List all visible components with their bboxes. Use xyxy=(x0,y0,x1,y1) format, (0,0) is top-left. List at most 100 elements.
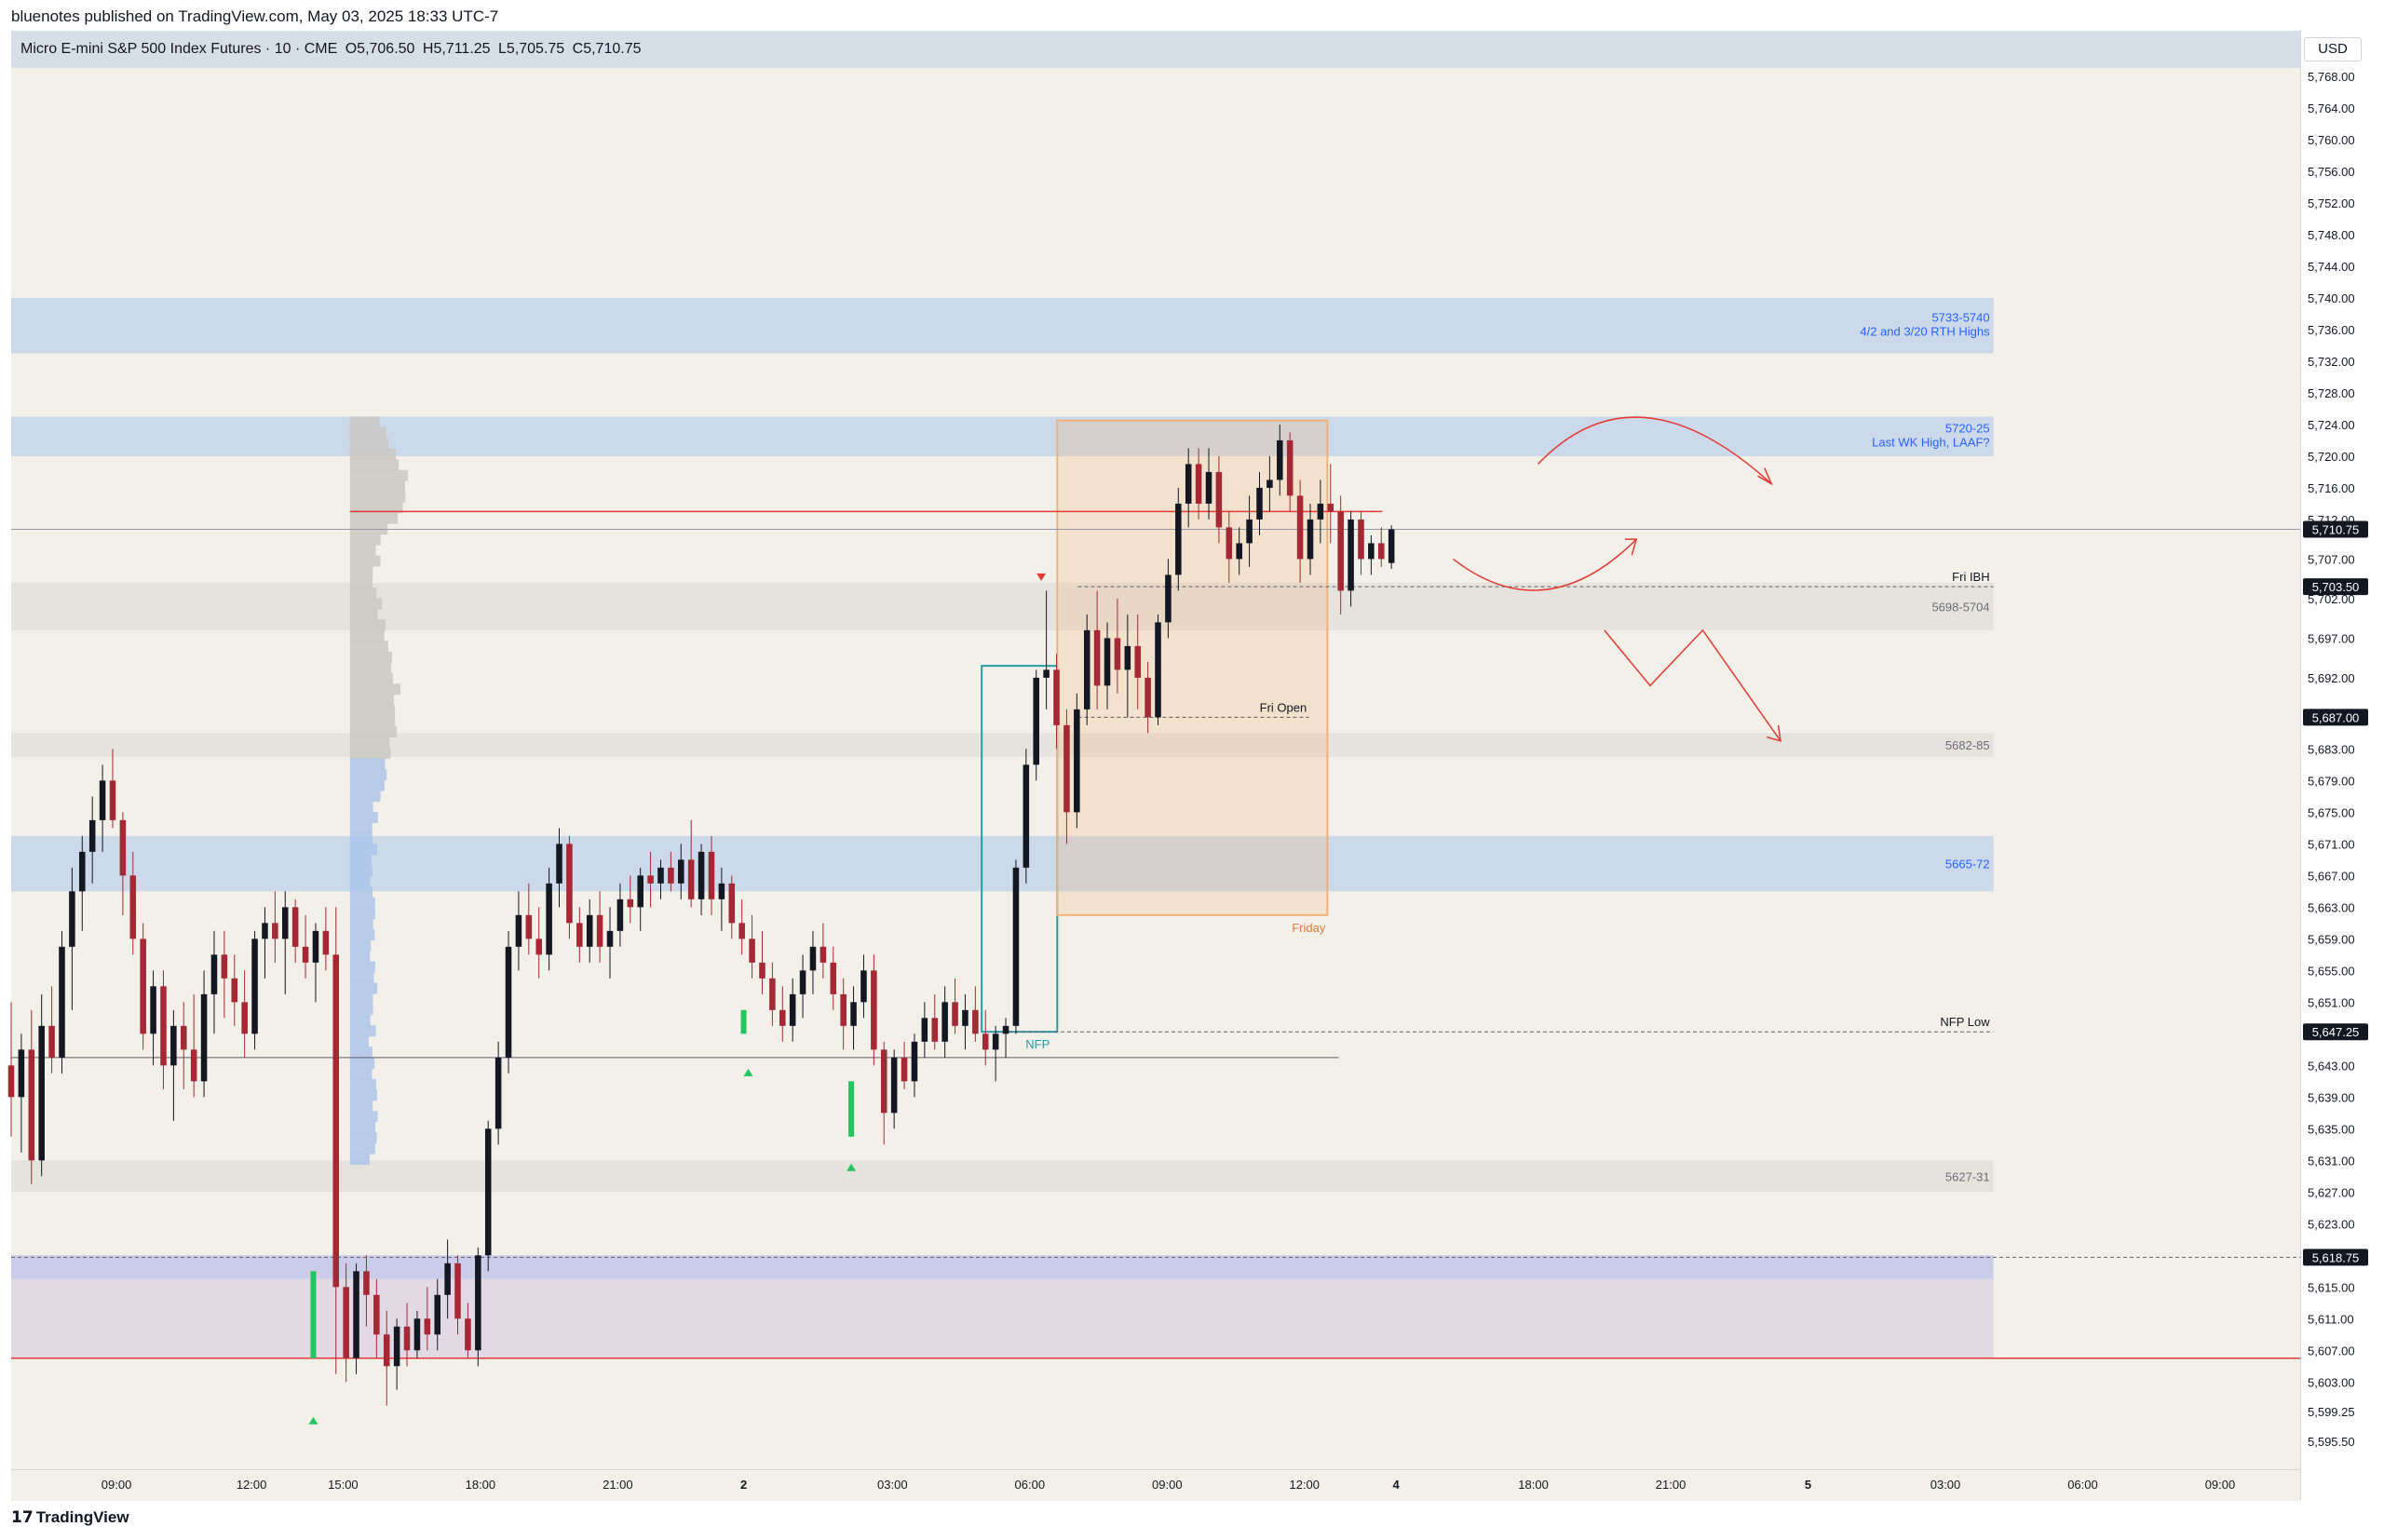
price-badge-label-4: 5,618.75 xyxy=(2312,1250,2360,1264)
down-triangle-icon xyxy=(1036,574,1046,581)
price-tick-label: 5,760.00 xyxy=(2308,133,2355,147)
candle-body xyxy=(850,1002,857,1025)
zone-3 xyxy=(11,733,1994,756)
volume-profile-bar xyxy=(350,577,372,588)
candle-body xyxy=(425,1318,431,1334)
candle-80 xyxy=(820,923,827,978)
up-triangle-icon-0 xyxy=(308,1417,318,1425)
zone-4 xyxy=(11,836,1994,891)
candle-body xyxy=(1053,669,1060,724)
candle-51 xyxy=(526,884,533,954)
price-tick-label: 5,707.00 xyxy=(2308,552,2355,566)
volume-profile-bar xyxy=(350,652,392,663)
candle-body xyxy=(303,947,309,963)
volume-profile-bar xyxy=(350,705,395,716)
candle-body xyxy=(1084,630,1090,709)
candle-71 xyxy=(729,875,736,939)
projection-zigzag-down xyxy=(1605,630,1781,741)
volume-profile-bar xyxy=(350,609,378,620)
volume-profile-bar xyxy=(350,619,386,630)
candle-0 xyxy=(8,1002,15,1136)
candle-body xyxy=(566,844,573,923)
candle-90 xyxy=(922,1002,928,1057)
price-tick-label: 5,627.00 xyxy=(2308,1185,2355,1199)
candle-body xyxy=(607,931,614,947)
price-tick-label: 5,631.00 xyxy=(2308,1154,2355,1168)
volume-profile-bar xyxy=(350,695,394,706)
candle-body xyxy=(1226,527,1233,559)
volume-profile-bar xyxy=(350,416,380,427)
projection-arc-mid xyxy=(1454,539,1637,590)
volume-profile-bar xyxy=(350,545,376,556)
price-tick-label: 5,744.00 xyxy=(2308,260,2355,274)
candle-body xyxy=(69,891,75,946)
volume-profile-bar xyxy=(350,492,406,503)
candle-body xyxy=(1115,638,1121,669)
level-label-0: Fri IBH xyxy=(1952,570,1989,584)
time-tick-label: 12:00 xyxy=(1289,1478,1320,1492)
price-badge-label-1: 5,703.50 xyxy=(2312,580,2360,594)
volume-profile-bar xyxy=(350,1004,373,1015)
price-tick-label: 5,692.00 xyxy=(2308,671,2355,685)
candle-body xyxy=(931,1018,938,1041)
candle-body xyxy=(1003,1026,1009,1033)
price-tick-label: 5,728.00 xyxy=(2308,386,2355,400)
price-tick-label: 5,768.00 xyxy=(2308,70,2355,84)
price-tick-label: 5,697.00 xyxy=(2308,631,2355,645)
candle-body xyxy=(546,884,552,954)
candle-91 xyxy=(931,994,938,1049)
candle-72 xyxy=(738,899,745,954)
tradingview-footer[interactable]: 𝟭𝟳 TradingView xyxy=(11,1508,129,1527)
price-tick-label: 5,671.00 xyxy=(2308,837,2355,851)
candle-body xyxy=(373,1295,380,1334)
candle-body xyxy=(516,915,522,947)
volume-profile-bar xyxy=(350,801,373,812)
candle-body xyxy=(719,884,725,899)
candle-92 xyxy=(941,986,948,1057)
price-tick-label: 5,655.00 xyxy=(2308,964,2355,978)
volume-profile-bar xyxy=(350,513,398,524)
up-triangle-icon-1 xyxy=(743,1069,752,1076)
candle-body xyxy=(140,939,146,1033)
volume-profile-bar xyxy=(350,983,377,994)
price-tick-label: 5,667.00 xyxy=(2308,869,2355,883)
price-tick-label: 5,611.00 xyxy=(2308,1312,2354,1326)
candle-77 xyxy=(790,979,796,1042)
candle-body xyxy=(150,986,156,1033)
price-badge-label-0: 5,710.75 xyxy=(2312,523,2360,537)
candle-body xyxy=(1063,725,1070,812)
volume-profile-bar xyxy=(350,716,395,727)
volume-profile-bar xyxy=(350,940,371,952)
candle-body xyxy=(251,939,258,1033)
candle-body xyxy=(363,1271,370,1294)
volume-profile-bar xyxy=(350,1122,375,1133)
candle-body xyxy=(759,963,765,979)
candle-body xyxy=(465,1318,471,1350)
candle-95 xyxy=(972,986,979,1041)
volume-profile-bar xyxy=(350,480,405,492)
candle-body xyxy=(1277,440,1283,480)
candle-130 xyxy=(1328,464,1334,543)
candle-body xyxy=(414,1318,421,1350)
candle-body xyxy=(1328,504,1334,511)
candle-body xyxy=(597,915,603,947)
candle-31 xyxy=(323,907,330,970)
volume-profile-bar xyxy=(350,1154,370,1165)
volume-profile-bar xyxy=(350,748,391,759)
time-tick-label: 09:00 xyxy=(2205,1478,2236,1492)
candle-body xyxy=(1145,678,1151,717)
candle-body xyxy=(1287,440,1294,495)
candle-body xyxy=(1368,543,1375,559)
candle-30 xyxy=(313,923,319,1002)
candle-75 xyxy=(769,963,776,1026)
candle-body xyxy=(800,970,806,993)
candle-body xyxy=(637,875,643,907)
candle-body xyxy=(769,979,776,1010)
candle-body xyxy=(222,954,228,978)
candle-94 xyxy=(962,994,968,1049)
candle-body xyxy=(698,852,705,899)
tradingview-logo-icon: 𝟭𝟳 xyxy=(11,1508,32,1527)
candle-133 xyxy=(1358,511,1364,574)
candle-body xyxy=(738,923,745,939)
